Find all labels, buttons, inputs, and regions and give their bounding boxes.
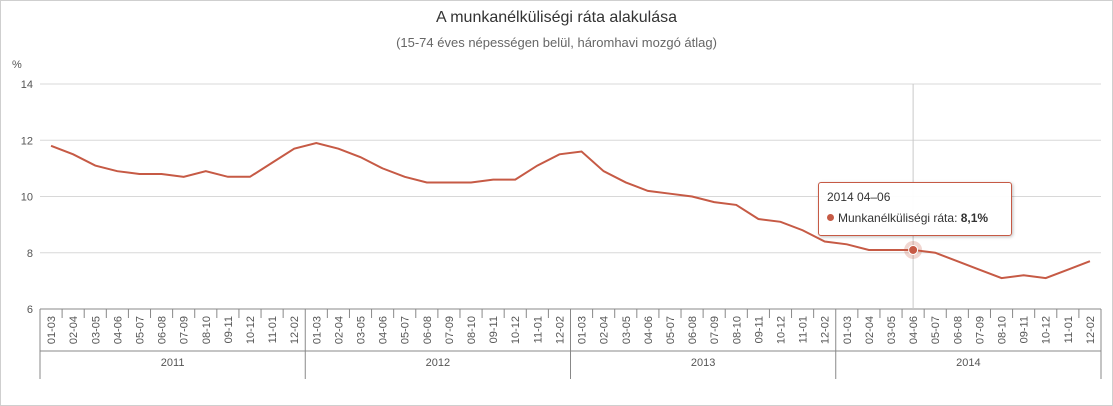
x-tick-label: 09-11	[488, 316, 500, 343]
x-tick-label: 02-04	[599, 316, 611, 344]
tooltip-series-label: Munkanélküliségi ráta:	[838, 211, 958, 225]
x-tick-label: 10-12	[245, 316, 257, 344]
x-tick-label: 08-10	[997, 316, 1009, 344]
x-group-label: 2012	[426, 357, 450, 369]
x-tick-label: 02-04	[333, 316, 345, 344]
x-group-label: 2014	[956, 357, 980, 369]
tooltip-value: 8,1%	[960, 211, 989, 225]
x-tick-label: 05-07	[134, 316, 146, 344]
x-tick-label: 08-10	[466, 316, 478, 344]
x-tick-label: 12-02	[1085, 316, 1097, 344]
x-tick-label: 03-05	[90, 316, 102, 344]
x-tick-label: 01-03	[311, 316, 323, 344]
x-tick-label: 04-06	[908, 316, 920, 344]
x-tick-label: 06-08	[687, 316, 699, 344]
x-tick-label: 09-11	[753, 316, 765, 343]
y-axis-label: %	[12, 59, 22, 71]
x-tick-label: 03-05	[356, 316, 368, 344]
x-tick-label: 07-09	[974, 316, 986, 344]
x-tick-label: 01-03	[577, 316, 589, 344]
x-group-label: 2013	[691, 357, 715, 369]
x-tick-label: 02-04	[864, 316, 876, 344]
x-tick-label: 04-06	[378, 316, 390, 344]
x-tick-label: 07-09	[709, 316, 721, 344]
x-tick-label: 07-09	[179, 316, 191, 344]
x-tick-label: 04-06	[643, 316, 655, 344]
x-tick-label: 05-07	[665, 316, 677, 344]
series-points	[904, 240, 923, 259]
x-tick-label: 12-02	[820, 316, 832, 344]
x-tick-label: 03-05	[621, 316, 633, 344]
x-axis: 01-03 02-04 03-05 04-06 05-07 06-08 07-09 08-10…	[39, 309, 1102, 379]
tooltip-row: Munkanélküliségi ráta: 8,1%	[827, 211, 1003, 225]
x-tick-label: 10-12	[775, 316, 787, 344]
y-tick-label: 14	[21, 79, 33, 91]
tooltip: 2014 04–06 Munkanélküliségi ráta: 8,1%	[818, 182, 1012, 236]
x-tick-label: 11-01	[267, 316, 279, 343]
y-tick-label: 8	[27, 248, 33, 260]
data-point[interactable]	[908, 244, 919, 255]
x-tick-label: 12-02	[554, 316, 566, 344]
x-tick-label: 04-06	[112, 316, 124, 344]
x-group-label: 2011	[161, 357, 185, 369]
tooltip-header: 2014 04–06	[827, 190, 891, 204]
x-tick-label: 01-03	[46, 316, 58, 344]
x-tick-label: 08-10	[201, 316, 213, 344]
x-tick-label: 07-09	[444, 316, 456, 344]
x-tick-label: 02-04	[68, 316, 80, 344]
x-tick-label: 01-03	[842, 316, 854, 344]
x-tick-label: 08-10	[731, 316, 743, 344]
y-tick-label: 10	[21, 192, 33, 204]
x-tick-label: 11-01	[532, 316, 544, 343]
x-tick-label: 09-11	[223, 316, 235, 343]
x-tick-label: 05-07	[930, 316, 942, 344]
x-tick-label: 06-08	[157, 316, 169, 344]
chart-title: A munkanélküliségi ráta alakulása	[435, 9, 678, 26]
x-tick-label: 11-01	[798, 316, 810, 343]
x-tick-label: 06-08	[422, 316, 434, 344]
x-tick-label: 11-01	[1063, 316, 1075, 343]
x-tick-label: 06-08	[952, 316, 964, 344]
x-tick-label: 12-02	[289, 316, 301, 344]
y-tick-labels: 6 8 10 12 14	[21, 79, 33, 316]
y-tick-label: 6	[27, 304, 33, 316]
y-tick-label: 12	[21, 135, 33, 147]
x-tick-label: 09-11	[1019, 316, 1031, 343]
x-tick-label: 10-12	[1041, 316, 1053, 344]
x-tick-label: 03-05	[886, 316, 898, 344]
x-tick-label: 10-12	[510, 316, 522, 344]
chart-subtitle: (15-74 éves népességen belül, háromhavi …	[396, 35, 717, 50]
x-tick-label: 05-07	[400, 316, 412, 344]
tooltip-series-dot	[827, 214, 834, 221]
